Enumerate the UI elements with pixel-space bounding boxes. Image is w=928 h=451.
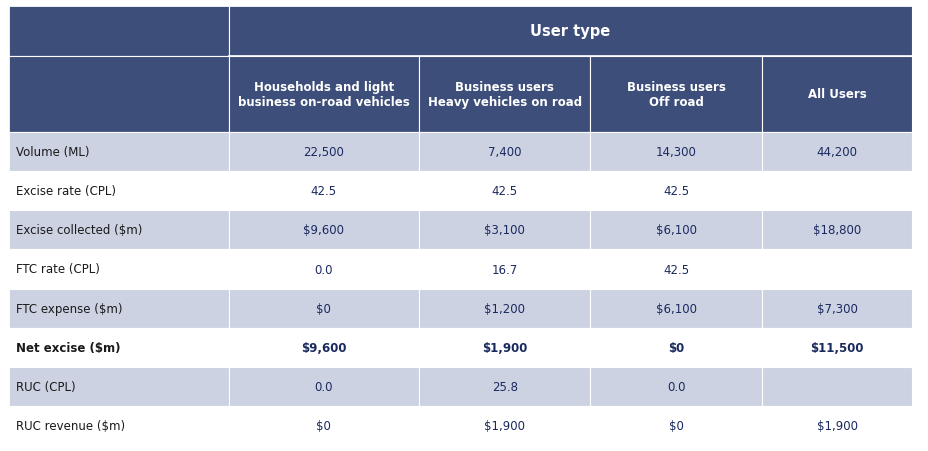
- Text: $1,200: $1,200: [483, 302, 524, 315]
- Text: $9,600: $9,600: [301, 341, 346, 354]
- Text: 14,300: 14,300: [655, 146, 696, 159]
- Text: All Users: All Users: [806, 88, 866, 101]
- Bar: [8, 133, 228, 172]
- Text: 44,200: 44,200: [816, 146, 857, 159]
- Text: Net excise ($m): Net excise ($m): [16, 341, 121, 354]
- Bar: [419, 289, 590, 328]
- Bar: [419, 211, 590, 250]
- Text: $0: $0: [316, 302, 331, 315]
- Bar: [761, 133, 911, 172]
- Bar: [590, 328, 761, 367]
- Bar: [419, 172, 590, 211]
- Bar: [8, 328, 228, 367]
- Bar: [8, 211, 228, 250]
- Text: 22,500: 22,500: [303, 146, 344, 159]
- Bar: [228, 328, 419, 367]
- Bar: [8, 289, 228, 328]
- Text: $6,100: $6,100: [655, 224, 696, 237]
- Bar: [419, 406, 590, 445]
- Bar: [761, 250, 911, 289]
- Text: $0: $0: [316, 419, 331, 432]
- Bar: [228, 367, 419, 406]
- Text: 16.7: 16.7: [491, 263, 517, 276]
- Bar: [8, 172, 228, 211]
- Bar: [761, 406, 911, 445]
- Text: 7,400: 7,400: [487, 146, 521, 159]
- Text: Business users
Off road: Business users Off road: [626, 81, 725, 109]
- Text: $9,600: $9,600: [303, 224, 344, 237]
- Text: User type: User type: [530, 24, 610, 39]
- Text: $0: $0: [668, 419, 683, 432]
- Bar: [228, 133, 419, 172]
- Text: $3,100: $3,100: [483, 224, 524, 237]
- Bar: [228, 250, 419, 289]
- Text: 42.5: 42.5: [491, 185, 517, 198]
- Text: 42.5: 42.5: [311, 185, 337, 198]
- Bar: [419, 328, 590, 367]
- Text: 0.0: 0.0: [315, 263, 333, 276]
- Text: FTC expense ($m): FTC expense ($m): [16, 302, 122, 315]
- Bar: [8, 57, 228, 133]
- Text: $6,100: $6,100: [655, 302, 696, 315]
- Bar: [8, 250, 228, 289]
- Text: $7,300: $7,300: [816, 302, 857, 315]
- Bar: [590, 289, 761, 328]
- Bar: [419, 133, 590, 172]
- Text: Excise collected ($m): Excise collected ($m): [16, 224, 142, 237]
- Text: RUC revenue ($m): RUC revenue ($m): [16, 419, 125, 432]
- Text: $1,900: $1,900: [816, 419, 857, 432]
- Bar: [761, 172, 911, 211]
- Bar: [761, 289, 911, 328]
- Bar: [761, 367, 911, 406]
- Text: 25.8: 25.8: [491, 380, 517, 393]
- Bar: [8, 6, 228, 57]
- Bar: [419, 250, 590, 289]
- Bar: [228, 57, 419, 133]
- Text: $18,800: $18,800: [812, 224, 860, 237]
- Text: Excise rate (CPL): Excise rate (CPL): [16, 185, 116, 198]
- Bar: [590, 57, 761, 133]
- Bar: [761, 57, 911, 133]
- Bar: [228, 289, 419, 328]
- Bar: [590, 172, 761, 211]
- Bar: [8, 367, 228, 406]
- Text: $0: $0: [667, 341, 684, 354]
- Bar: [590, 367, 761, 406]
- Text: 0.0: 0.0: [315, 380, 333, 393]
- Bar: [590, 406, 761, 445]
- Text: 42.5: 42.5: [663, 185, 689, 198]
- Bar: [228, 6, 911, 57]
- Bar: [228, 172, 419, 211]
- Bar: [228, 211, 419, 250]
- Bar: [761, 211, 911, 250]
- Text: Volume (ML): Volume (ML): [16, 146, 89, 159]
- Bar: [8, 406, 228, 445]
- Bar: [419, 57, 590, 133]
- Text: RUC (CPL): RUC (CPL): [16, 380, 75, 393]
- Bar: [228, 406, 419, 445]
- Text: FTC rate (CPL): FTC rate (CPL): [16, 263, 100, 276]
- Bar: [590, 211, 761, 250]
- Text: 0.0: 0.0: [666, 380, 685, 393]
- Bar: [419, 367, 590, 406]
- Bar: [761, 328, 911, 367]
- Text: Business users
Heavy vehicles on road: Business users Heavy vehicles on road: [427, 81, 581, 109]
- Text: $1,900: $1,900: [483, 419, 524, 432]
- Bar: [590, 250, 761, 289]
- Bar: [590, 133, 761, 172]
- Text: Households and light
business on-road vehicles: Households and light business on-road ve…: [238, 81, 409, 109]
- Text: 42.5: 42.5: [663, 263, 689, 276]
- Text: $1,900: $1,900: [482, 341, 527, 354]
- Text: $11,500: $11,500: [809, 341, 863, 354]
